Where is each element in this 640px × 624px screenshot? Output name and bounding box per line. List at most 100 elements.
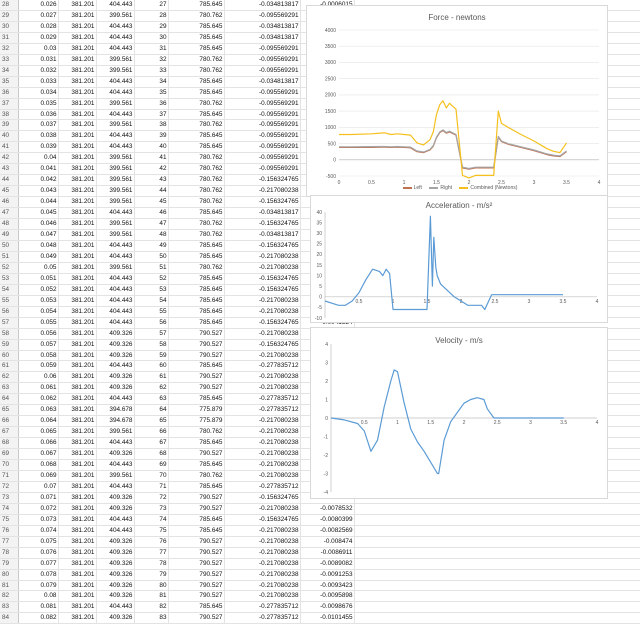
- table-cell[interactable]: 404.443: [96, 87, 135, 99]
- table-cell[interactable]: -0.217080238: [224, 590, 301, 603]
- table-cell[interactable]: 780.762: [168, 65, 225, 77]
- table-cell[interactable]: 780.762: [168, 163, 225, 176]
- row-number[interactable]: 58: [0, 328, 19, 340]
- table-cell[interactable]: 46: [134, 207, 169, 220]
- table-cell[interactable]: 47: [134, 218, 169, 231]
- table-cell[interactable]: 31: [134, 43, 169, 55]
- table-cell[interactable]: 381.201: [58, 558, 97, 570]
- table-cell[interactable]: 0.035: [18, 98, 59, 110]
- row-number[interactable]: 45: [0, 185, 19, 198]
- table-cell-empty[interactable]: [354, 580, 640, 592]
- table-cell[interactable]: 40: [134, 141, 169, 154]
- table-cell[interactable]: 785.645: [168, 306, 225, 318]
- table-cell[interactable]: 0.079: [18, 580, 59, 592]
- row-number[interactable]: 29: [0, 10, 19, 22]
- table-cell[interactable]: 780.762: [168, 185, 225, 198]
- table-cell[interactable]: -0.277835712: [224, 360, 301, 373]
- table-cell[interactable]: 43: [134, 174, 169, 187]
- table-cell[interactable]: 72: [134, 492, 169, 504]
- table-cell[interactable]: -0.156324765: [224, 196, 301, 209]
- table-cell[interactable]: 68: [134, 448, 169, 461]
- table-cell[interactable]: 785.645: [168, 437, 225, 450]
- table-cell[interactable]: 0.05: [18, 262, 59, 274]
- table-cell[interactable]: -0.156324765: [224, 240, 301, 252]
- table-cell[interactable]: 381.201: [58, 65, 97, 77]
- row-number[interactable]: 34: [0, 65, 19, 77]
- table-cell[interactable]: 399.561: [96, 119, 135, 132]
- table-cell[interactable]: 381.201: [58, 317, 97, 329]
- table-cell[interactable]: 404.443: [96, 306, 135, 318]
- table-cell[interactable]: 780.762: [168, 229, 225, 241]
- table-cell[interactable]: 0.069: [18, 470, 59, 482]
- row-number[interactable]: 71: [0, 470, 19, 482]
- table-cell[interactable]: 790.527: [168, 448, 225, 461]
- row-number[interactable]: 67: [0, 426, 19, 439]
- table-cell[interactable]: 780.762: [168, 196, 225, 209]
- row-number[interactable]: 52: [0, 262, 19, 274]
- table-cell[interactable]: 381.201: [58, 459, 97, 471]
- table-cell[interactable]: 0.028: [18, 21, 59, 33]
- table-cell[interactable]: 0.078: [18, 569, 59, 581]
- table-cell-empty[interactable]: [354, 590, 640, 603]
- table-cell[interactable]: 381.201: [58, 601, 97, 614]
- table-row[interactable]: 76 0.074 381.201 404.443 75 785.645 -0.2170802…: [0, 525, 640, 537]
- table-cell[interactable]: -0.095569291: [224, 43, 301, 55]
- table-cell[interactable]: 0.046: [18, 218, 59, 231]
- table-cell[interactable]: 381.201: [58, 21, 97, 33]
- table-cell[interactable]: -0.217080238: [224, 569, 301, 581]
- table-cell[interactable]: 790.527: [168, 492, 225, 504]
- table-cell[interactable]: 48: [134, 229, 169, 241]
- table-cell[interactable]: 0.052: [18, 284, 59, 296]
- table-cell[interactable]: 0.043: [18, 185, 59, 198]
- table-cell[interactable]: -0.156324765: [224, 339, 301, 351]
- table-cell[interactable]: 785.645: [168, 317, 225, 329]
- table-cell[interactable]: 381.201: [58, 163, 97, 176]
- table-cell[interactable]: 74: [134, 514, 169, 526]
- table-cell[interactable]: 0.029: [18, 32, 59, 44]
- table-cell[interactable]: -0.217080238: [224, 459, 301, 471]
- table-cell[interactable]: -0.217080238: [224, 547, 301, 559]
- row-number[interactable]: 63: [0, 382, 19, 395]
- table-cell[interactable]: -0.217080238: [224, 415, 301, 428]
- row-number[interactable]: 41: [0, 141, 19, 154]
- table-cell[interactable]: 0.068: [18, 459, 59, 471]
- table-cell[interactable]: 81: [134, 590, 169, 603]
- table-cell[interactable]: 404.443: [96, 525, 135, 537]
- table-cell[interactable]: 785.645: [168, 240, 225, 252]
- table-cell[interactable]: 394.678: [96, 404, 135, 417]
- table-cell[interactable]: 790.527: [168, 580, 225, 592]
- table-cell[interactable]: 0.066: [18, 437, 59, 450]
- table-cell-empty[interactable]: [354, 525, 640, 537]
- table-cell[interactable]: 399.561: [96, 174, 135, 187]
- table-cell[interactable]: 409.326: [96, 590, 135, 603]
- table-cell[interactable]: -0.0093423: [300, 580, 355, 592]
- table-cell[interactable]: 27: [134, 0, 169, 11]
- table-cell[interactable]: 780.762: [168, 10, 225, 22]
- table-cell[interactable]: 404.443: [96, 43, 135, 55]
- table-cell[interactable]: 399.561: [96, 185, 135, 198]
- row-number[interactable]: 48: [0, 218, 19, 231]
- table-cell[interactable]: 381.201: [58, 141, 97, 154]
- table-cell[interactable]: 404.443: [96, 21, 135, 33]
- table-cell[interactable]: 790.527: [168, 328, 225, 340]
- table-cell[interactable]: 381.201: [58, 10, 97, 22]
- table-cell-empty[interactable]: [354, 612, 640, 624]
- table-cell[interactable]: -0.277835712: [224, 481, 301, 493]
- table-row[interactable]: 80 0.078 381.201 409.326 79 790.527 -0.2170802…: [0, 569, 640, 581]
- table-cell[interactable]: 785.645: [168, 43, 225, 55]
- table-cell[interactable]: 82: [134, 601, 169, 614]
- table-cell[interactable]: 790.527: [168, 569, 225, 581]
- table-cell[interactable]: 0.039: [18, 141, 59, 154]
- table-cell[interactable]: 381.201: [58, 218, 97, 231]
- row-number[interactable]: 51: [0, 251, 19, 263]
- table-cell[interactable]: -0.095569291: [224, 87, 301, 99]
- table-cell[interactable]: -0.095569291: [224, 141, 301, 154]
- table-cell[interactable]: 790.527: [168, 382, 225, 395]
- table-cell[interactable]: 381.201: [58, 448, 97, 461]
- row-number[interactable]: 28: [0, 0, 19, 11]
- table-cell[interactable]: 0.042: [18, 174, 59, 187]
- table-cell[interactable]: 79: [134, 569, 169, 581]
- table-cell[interactable]: 0.075: [18, 536, 59, 548]
- table-cell[interactable]: 785.645: [168, 481, 225, 493]
- table-cell[interactable]: 381.201: [58, 76, 97, 88]
